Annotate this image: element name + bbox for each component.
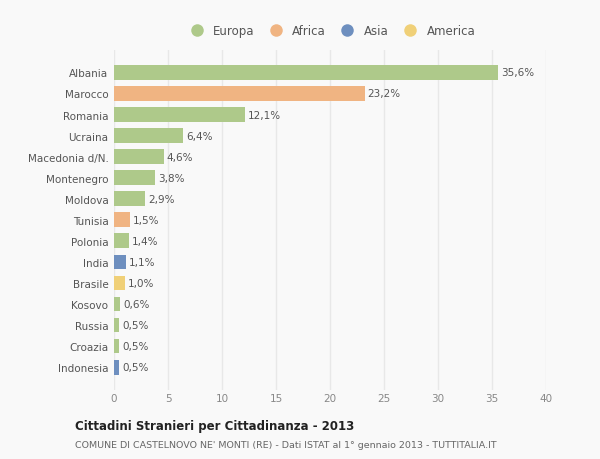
- Text: 0,5%: 0,5%: [122, 341, 148, 351]
- Bar: [114, 318, 119, 333]
- Bar: [114, 87, 365, 101]
- Bar: [114, 108, 245, 123]
- Bar: [114, 192, 145, 207]
- Text: 1,0%: 1,0%: [128, 278, 154, 288]
- Bar: [114, 255, 126, 270]
- Bar: [114, 66, 499, 81]
- Text: Cittadini Stranieri per Cittadinanza - 2013: Cittadini Stranieri per Cittadinanza - 2…: [75, 419, 354, 432]
- Text: 6,4%: 6,4%: [186, 131, 212, 141]
- Text: 35,6%: 35,6%: [501, 68, 535, 78]
- Legend: Europa, Africa, Asia, America: Europa, Africa, Asia, America: [182, 22, 478, 40]
- Text: 2,9%: 2,9%: [148, 194, 175, 204]
- Text: 1,1%: 1,1%: [128, 257, 155, 267]
- Text: 23,2%: 23,2%: [367, 90, 400, 99]
- Text: 1,4%: 1,4%: [132, 236, 158, 246]
- Text: 12,1%: 12,1%: [247, 110, 281, 120]
- Bar: [114, 276, 125, 291]
- Bar: [114, 297, 121, 312]
- Text: 3,8%: 3,8%: [158, 174, 184, 183]
- Text: 0,6%: 0,6%: [123, 299, 149, 309]
- Text: 0,5%: 0,5%: [122, 362, 148, 372]
- Bar: [114, 213, 130, 228]
- Bar: [114, 360, 119, 375]
- Bar: [114, 150, 164, 165]
- Bar: [114, 234, 129, 249]
- Text: 0,5%: 0,5%: [122, 320, 148, 330]
- Bar: [114, 171, 155, 185]
- Bar: [114, 339, 119, 354]
- Text: 4,6%: 4,6%: [166, 152, 193, 162]
- Text: 1,5%: 1,5%: [133, 215, 160, 225]
- Bar: [114, 129, 183, 144]
- Text: COMUNE DI CASTELNOVO NE' MONTI (RE) - Dati ISTAT al 1° gennaio 2013 - TUTTITALIA: COMUNE DI CASTELNOVO NE' MONTI (RE) - Da…: [75, 441, 497, 449]
